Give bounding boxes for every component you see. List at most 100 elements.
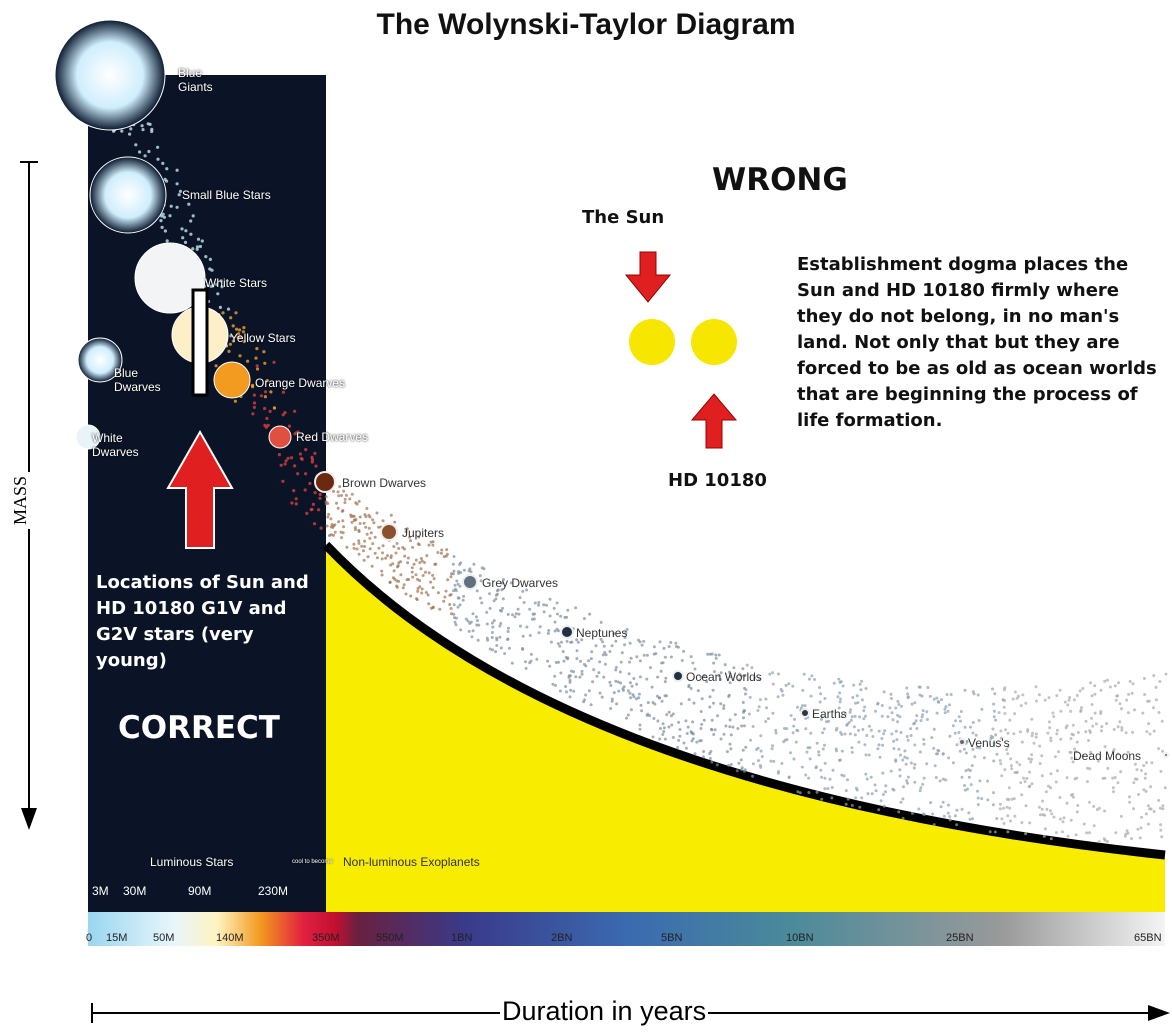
particle	[1139, 836, 1142, 839]
particle	[913, 767, 916, 770]
particle	[910, 762, 913, 765]
particle	[343, 501, 346, 504]
particle	[999, 803, 1002, 806]
particle	[344, 498, 347, 501]
body	[269, 426, 291, 448]
particle	[201, 239, 204, 242]
particle	[716, 763, 719, 766]
particle	[215, 364, 218, 367]
particle	[777, 695, 780, 698]
particle	[823, 727, 826, 730]
particle	[613, 691, 616, 694]
particle	[1035, 700, 1038, 703]
particle	[1147, 804, 1150, 807]
particle	[525, 626, 528, 629]
particle	[1013, 712, 1016, 715]
particle	[890, 693, 893, 696]
particle	[816, 791, 819, 794]
particle	[354, 501, 357, 504]
particle	[421, 588, 424, 591]
particle	[304, 448, 307, 451]
particle	[684, 719, 687, 722]
particle	[535, 658, 538, 661]
particle	[1142, 788, 1145, 791]
particle	[1114, 831, 1117, 834]
particle	[395, 585, 398, 588]
particle	[911, 812, 914, 815]
particle	[1106, 767, 1109, 770]
particle	[436, 551, 439, 554]
particle	[1104, 745, 1107, 748]
particle	[1050, 837, 1053, 840]
particle	[775, 732, 778, 735]
particle	[1000, 774, 1003, 777]
body	[561, 626, 573, 638]
particle	[285, 459, 288, 462]
particle	[915, 714, 918, 717]
particle	[670, 724, 673, 727]
particle	[630, 708, 633, 711]
particle	[890, 697, 893, 700]
particle	[1071, 793, 1074, 796]
particle	[691, 720, 694, 723]
particle	[905, 687, 908, 690]
particle	[445, 548, 448, 551]
bottom-scale-label: 2BN	[551, 932, 572, 944]
particle	[1004, 712, 1007, 715]
particle	[876, 747, 879, 750]
particle	[846, 723, 849, 726]
particle	[659, 727, 662, 730]
particle	[642, 640, 645, 643]
particle	[851, 696, 854, 699]
particle	[423, 561, 426, 564]
particle	[921, 783, 924, 786]
particle	[554, 621, 557, 624]
particle	[795, 741, 798, 744]
particle	[913, 701, 916, 704]
particle	[1024, 832, 1027, 835]
particle	[491, 626, 494, 629]
particle	[559, 690, 562, 693]
particle	[511, 662, 514, 665]
body-label: Ocean Worlds	[686, 670, 762, 684]
particle	[998, 711, 1001, 714]
particle	[566, 657, 569, 660]
particle	[359, 522, 362, 525]
particle	[969, 818, 972, 821]
particle	[660, 670, 663, 673]
particle	[273, 406, 276, 409]
particle	[393, 569, 396, 572]
particle	[1161, 807, 1164, 810]
particle	[1111, 777, 1114, 780]
particle	[687, 726, 690, 729]
particle	[874, 710, 877, 713]
particle	[1041, 808, 1044, 811]
particle	[614, 640, 617, 643]
particle	[284, 462, 287, 465]
particle	[677, 739, 680, 742]
particle	[583, 698, 586, 701]
particle	[804, 704, 807, 707]
particle	[380, 570, 383, 573]
particle	[508, 647, 511, 650]
particle	[353, 515, 356, 518]
particle	[377, 547, 380, 550]
particle	[841, 750, 844, 753]
particle	[1066, 776, 1069, 779]
particle	[265, 417, 268, 420]
particle	[558, 645, 561, 648]
particle	[891, 788, 894, 791]
particle	[1125, 699, 1128, 702]
particle	[1091, 703, 1094, 706]
particle	[486, 623, 489, 626]
particle	[517, 608, 520, 611]
particle	[771, 744, 774, 747]
particle	[405, 593, 408, 596]
particle	[796, 706, 799, 709]
particle	[670, 656, 673, 659]
particle	[641, 644, 644, 647]
particle	[971, 732, 974, 735]
particle	[1127, 711, 1130, 714]
particle	[1035, 685, 1038, 688]
particle	[1088, 831, 1091, 834]
